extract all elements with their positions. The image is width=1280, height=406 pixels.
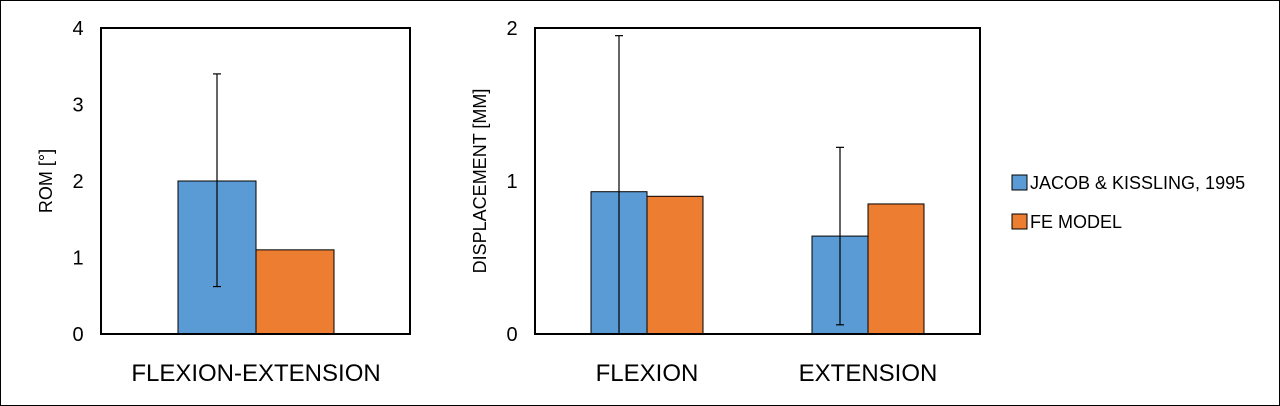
rom-y-tick-label: 3	[72, 95, 83, 117]
rom-chart: ROM [°] 0 1 2 3 4 FLEXION-EXTENSION	[36, 18, 411, 387]
legend-swatch-jacob	[1011, 174, 1028, 191]
displacement-plot-border	[534, 27, 981, 335]
displacement-category-label: FLEXION	[596, 360, 699, 387]
rom-y-tick-label: 2	[72, 171, 83, 193]
displacement-chart: DISPLACEMENT [MM] 0 1 2 FLEXION EXTENSION	[470, 18, 981, 387]
rom-y-axis-label: ROM [°]	[36, 149, 56, 213]
rom-y-tick-label: 1	[72, 248, 83, 270]
legend-swatch-fe-model	[1011, 213, 1028, 230]
legend-item-fe-model: FE MODEL	[1011, 212, 1122, 232]
rom-category-label: FLEXION-EXTENSION	[131, 360, 380, 387]
displacement-bar-fe-model	[646, 195, 704, 335]
displacement-y-axis-label: DISPLACEMENT [MM]	[470, 89, 490, 274]
legend: JACOB & KISSLING, 1995 FE MODEL	[1011, 173, 1245, 232]
rom-y-tick-label: 4	[72, 18, 83, 40]
legend-item-jacob: JACOB & KISSLING, 1995	[1011, 173, 1245, 193]
displacement-y-tick-label: 2	[506, 18, 517, 40]
displacement-category-label: EXTENSION	[799, 360, 938, 387]
legend-label-fe-model: FE MODEL	[1030, 212, 1122, 232]
rom-plot-border	[100, 27, 411, 335]
rom-bar-fe-model	[255, 249, 335, 335]
displacement-y-tick-label: 0	[506, 324, 517, 346]
legend-label-jacob: JACOB & KISSLING, 1995	[1030, 173, 1245, 193]
displacement-bar-fe-model	[867, 203, 925, 335]
rom-y-tick-label: 0	[72, 324, 83, 346]
displacement-y-tick-label: 1	[506, 171, 517, 193]
